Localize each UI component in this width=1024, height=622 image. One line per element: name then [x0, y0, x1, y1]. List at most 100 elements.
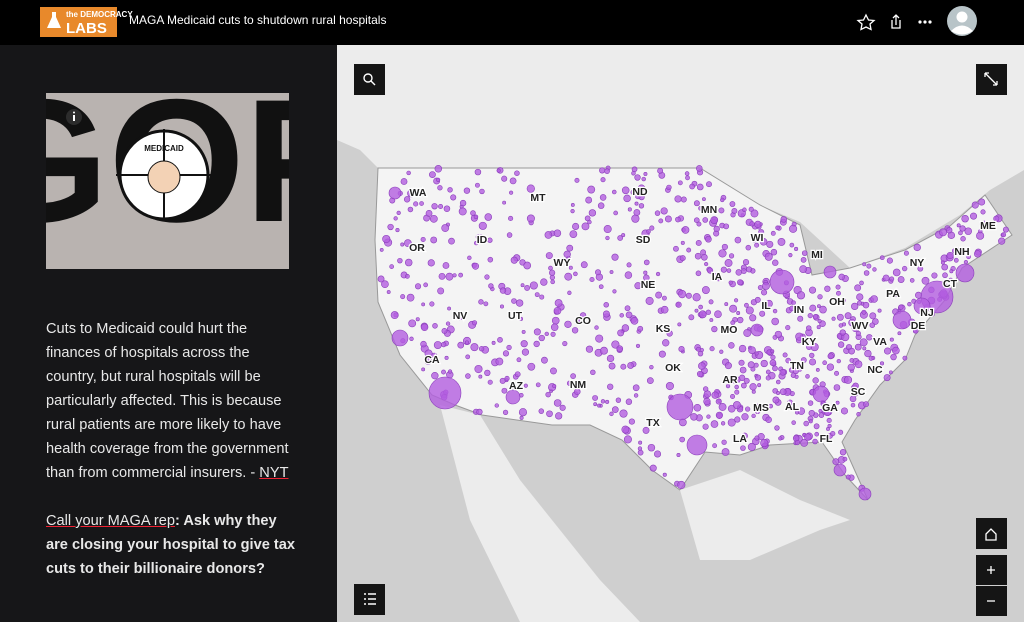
- hospital-dot[interactable]: [942, 272, 948, 279]
- hospital-dot[interactable]: [702, 386, 709, 392]
- hospital-dot[interactable]: [913, 243, 921, 252]
- hospital-dot[interactable]: [971, 201, 979, 209]
- hospital-dot[interactable]: [662, 339, 670, 347]
- hospital-dot[interactable]: [740, 445, 746, 451]
- hospital-dot[interactable]: [836, 358, 841, 364]
- hospital-dot[interactable]: [566, 244, 574, 252]
- hospital-dot[interactable]: [738, 359, 745, 366]
- hospital-dot[interactable]: [497, 336, 503, 343]
- hospital-dot[interactable]: [980, 209, 986, 215]
- hospital-dot[interactable]: [472, 262, 480, 270]
- hospital-dot[interactable]: [434, 165, 443, 173]
- share-button[interactable]: [891, 14, 901, 29]
- hospital-dot[interactable]: [491, 340, 496, 345]
- hospital-dot[interactable]: [913, 328, 919, 334]
- hospital-dot[interactable]: [955, 263, 975, 283]
- hospital-dot[interactable]: [541, 356, 548, 364]
- hospital-dot[interactable]: [694, 252, 702, 260]
- hospital-dot[interactable]: [478, 346, 485, 352]
- hospital-dot[interactable]: [848, 318, 856, 327]
- hospital-dot[interactable]: [872, 267, 877, 272]
- hospital-dot[interactable]: [634, 201, 639, 206]
- hospital-dot[interactable]: [689, 183, 695, 190]
- hospital-dot[interactable]: [739, 366, 747, 374]
- hospital-dot[interactable]: [506, 344, 512, 351]
- hospital-dot[interactable]: [745, 406, 751, 412]
- hospital-dot[interactable]: [501, 175, 508, 182]
- hospital-dot[interactable]: [770, 354, 776, 360]
- hospital-dot[interactable]: [526, 184, 535, 193]
- hospital-dot[interactable]: [620, 363, 627, 370]
- hospital-dot[interactable]: [837, 341, 845, 348]
- hospital-dot[interactable]: [627, 207, 632, 212]
- hospital-dot[interactable]: [843, 375, 853, 384]
- hospital-dot[interactable]: [540, 278, 548, 286]
- hospital-dot[interactable]: [631, 214, 640, 223]
- hospital-dot[interactable]: [393, 216, 398, 221]
- hospital-dot[interactable]: [795, 410, 799, 415]
- hospital-dot[interactable]: [760, 439, 769, 448]
- hospital-dot[interactable]: [429, 301, 435, 307]
- hospital-dot[interactable]: [815, 368, 820, 372]
- hospital-dot[interactable]: [655, 291, 663, 299]
- hospital-dot[interactable]: [879, 361, 885, 366]
- hospital-dot[interactable]: [572, 222, 580, 231]
- hospital-dot[interactable]: [750, 323, 764, 337]
- hospital-dot[interactable]: [949, 269, 954, 274]
- hospital-dot[interactable]: [625, 398, 633, 405]
- hospital-dot[interactable]: [488, 283, 494, 289]
- hospital-dot[interactable]: [721, 439, 727, 445]
- hospital-dot[interactable]: [800, 439, 809, 447]
- hospital-dot[interactable]: [685, 175, 690, 181]
- hospital-dot[interactable]: [465, 373, 471, 379]
- hospital-dot[interactable]: [408, 319, 417, 328]
- hospital-dot[interactable]: [693, 200, 700, 207]
- hospital-dot[interactable]: [447, 187, 453, 193]
- hospital-dot[interactable]: [684, 171, 690, 176]
- hospital-dot[interactable]: [832, 458, 840, 466]
- hospital-dot[interactable]: [445, 321, 451, 326]
- hospital-dot[interactable]: [856, 412, 861, 417]
- hospital-dot[interactable]: [414, 283, 422, 290]
- hospital-dot[interactable]: [754, 351, 759, 356]
- hospital-dot[interactable]: [550, 323, 559, 331]
- hospital-dot[interactable]: [800, 257, 807, 263]
- hospital-dot[interactable]: [766, 240, 774, 248]
- hospital-dot[interactable]: [523, 261, 532, 270]
- hospital-dot[interactable]: [400, 178, 408, 185]
- hospital-dot[interactable]: [660, 207, 668, 215]
- hospital-dot[interactable]: [831, 316, 836, 321]
- hospital-dot[interactable]: [718, 249, 727, 258]
- hospital-dot[interactable]: [502, 409, 509, 416]
- hospital-dot[interactable]: [389, 264, 394, 269]
- hospital-dot[interactable]: [804, 433, 812, 441]
- hospital-dot[interactable]: [457, 341, 465, 349]
- hospital-dot[interactable]: [646, 377, 654, 385]
- hospital-dot[interactable]: [544, 331, 549, 337]
- hospital-dot[interactable]: [704, 262, 709, 267]
- hospital-dot[interactable]: [702, 217, 709, 223]
- hospital-dot[interactable]: [902, 355, 908, 361]
- hospital-dot[interactable]: [1002, 226, 1009, 233]
- hospital-dot[interactable]: [778, 436, 783, 441]
- hospital-dot[interactable]: [420, 340, 427, 348]
- hospital-dot[interactable]: [765, 416, 772, 423]
- hospital-dot[interactable]: [839, 449, 847, 456]
- hospital-dot[interactable]: [888, 370, 893, 375]
- hospital-dot[interactable]: [734, 236, 742, 244]
- hospital-dot[interactable]: [478, 299, 484, 305]
- hospital-dot[interactable]: [961, 214, 969, 223]
- hospital-dot[interactable]: [721, 243, 728, 251]
- hospital-dot[interactable]: [754, 220, 762, 228]
- hospital-dot[interactable]: [621, 233, 626, 238]
- hospital-dot[interactable]: [521, 348, 530, 356]
- hospital-dot[interactable]: [554, 299, 563, 307]
- hospital-dot[interactable]: [587, 219, 592, 225]
- hospital-dot[interactable]: [956, 223, 961, 228]
- hospital-dot[interactable]: [632, 384, 640, 392]
- hospital-dot[interactable]: [609, 411, 614, 417]
- hospital-dot[interactable]: [441, 327, 448, 334]
- hospital-dot[interactable]: [697, 350, 704, 357]
- hospital-dot[interactable]: [724, 302, 729, 306]
- hospital-dot[interactable]: [785, 357, 791, 364]
